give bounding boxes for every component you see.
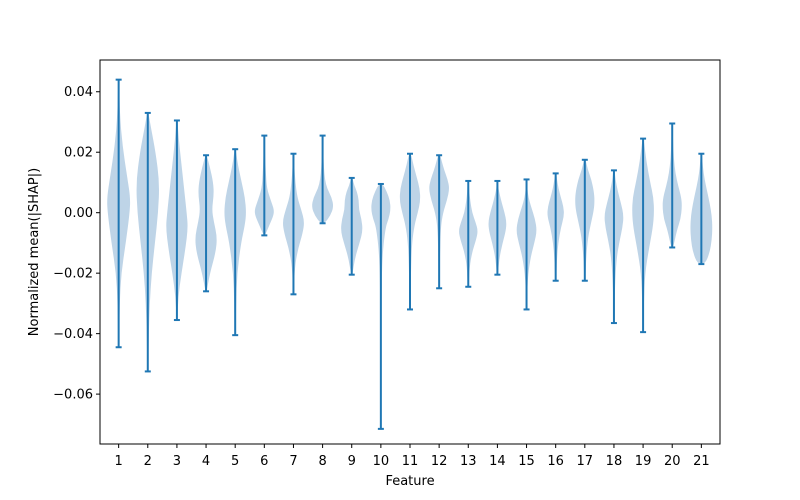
x-tick-label: 1 [115,454,123,469]
x-tick-label: 17 [577,454,594,469]
x-tick-label: 18 [606,454,623,469]
x-axis-label: Feature [385,474,434,489]
x-tick-label: 13 [460,454,477,469]
x-tick-label: 5 [231,454,239,469]
x-tick-label: 12 [431,454,448,469]
x-tick-label: 7 [289,454,297,469]
y-tick-label: 0.04 [64,85,93,100]
x-tick-label: 15 [518,454,535,469]
y-tick-label: −0.04 [53,327,93,342]
y-tick-label: 0.00 [64,206,93,221]
x-tick-label: 10 [373,454,390,469]
x-tick-label: 11 [402,454,419,469]
x-tick-label: 9 [348,454,356,469]
y-axis: −0.06 −0.04 −0.02 0.00 0.02 0.04 [53,85,100,403]
whiskers-layer [115,78,705,430]
y-tick-label: −0.02 [53,267,93,282]
x-tick-label: 20 [664,454,681,469]
y-tick-label: 0.02 [64,146,93,161]
x-tick-label: 2 [144,454,152,469]
y-axis-label: Normalized mean(|SHAP|) [27,168,42,336]
x-tick-label: 14 [489,454,506,469]
y-tick-label: −0.06 [53,388,93,403]
x-tick-label: 19 [635,454,652,469]
x-tick-label: 21 [693,454,710,469]
x-tick-label: 8 [318,454,326,469]
x-tick-label: 6 [260,454,268,469]
x-tick-label: 16 [547,454,564,469]
x-tick-label: 4 [202,454,210,469]
x-axis: 1 2 3 4 5 6 7 8 9 10 11 12 13 14 15 16 17 18 19 20 21 [115,444,710,469]
x-tick-label: 3 [173,454,181,469]
